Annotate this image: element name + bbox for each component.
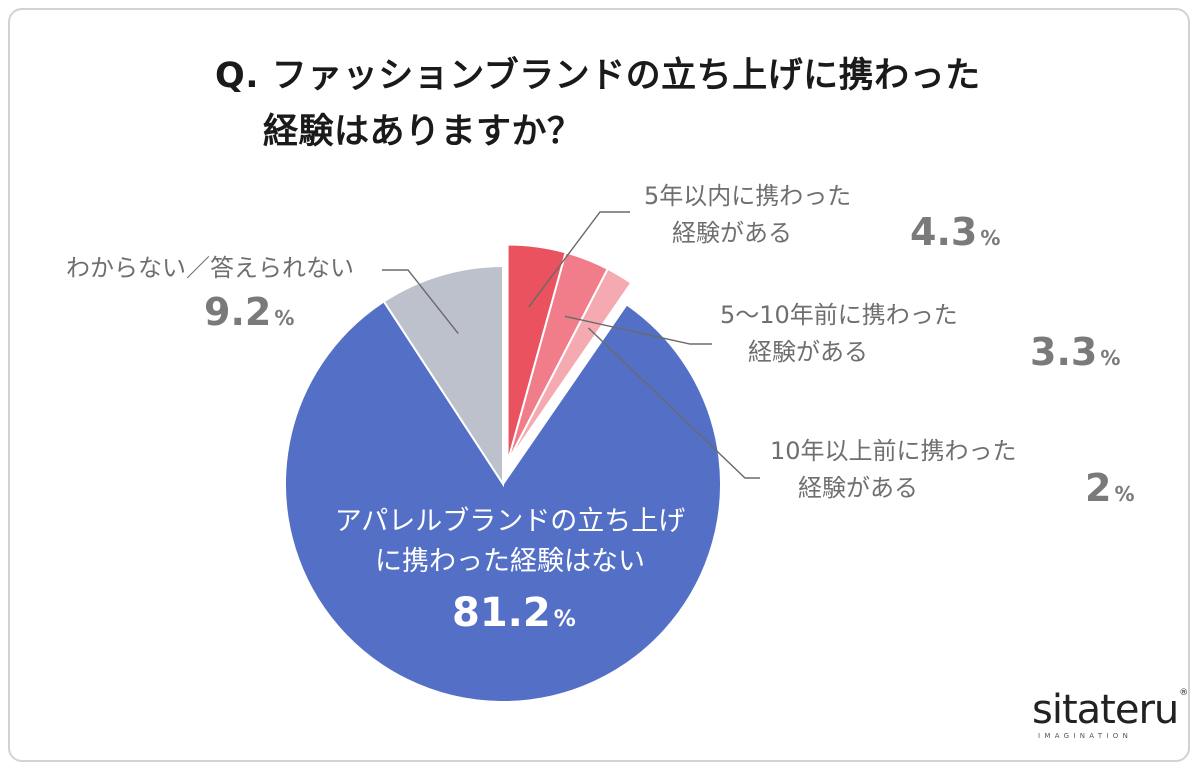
slice-value-none: 81.2% bbox=[452, 590, 576, 636]
slice-value-unknown: 9.2% bbox=[204, 290, 294, 334]
slice-unknown bbox=[382, 264, 504, 488]
logo-tagline: IMAGINATION bbox=[1038, 732, 1133, 740]
leader-line-5yr bbox=[528, 211, 630, 308]
slice-value-10plusyr-unit: % bbox=[1114, 482, 1135, 506]
sitateru-logo: sitateru IMAGINATION ® bbox=[1032, 687, 1188, 740]
leader-line-10plusyr bbox=[587, 327, 760, 479]
slice-value-5yr-number: 4.3 bbox=[910, 210, 978, 254]
slice-value-none-number: 81.2 bbox=[452, 590, 551, 636]
slice-label-10plusyr-line2: 経験がある bbox=[798, 474, 918, 502]
slice-label-none-line1: アパレルブランドの立ち上げ bbox=[334, 506, 686, 537]
leader-line-5to10yr bbox=[564, 315, 712, 345]
title-line-2: 経験はありますか？ bbox=[263, 112, 583, 152]
slice-value-10plusyr-number: 2 bbox=[1085, 466, 1112, 510]
pie-slices bbox=[284, 243, 722, 703]
slice-value-5to10yr-number: 3.3 bbox=[1030, 330, 1098, 374]
slice-value-5yr: 4.3% bbox=[910, 210, 1000, 254]
slice-label-5to10yr-line2: 経験がある bbox=[748, 338, 868, 366]
logo-word: sitateru bbox=[1032, 687, 1179, 733]
slice-label-5yr-line2: 経験がある bbox=[672, 219, 792, 247]
title-line-1: Q. ファッションブランドの立ち上げに携わった bbox=[215, 56, 981, 96]
slice-label-5to10yr-line1: 5〜10年前に携わった bbox=[720, 301, 958, 329]
slice-value-10plusyr: 2% bbox=[1085, 466, 1135, 510]
leader-lines bbox=[382, 211, 760, 479]
slice-label-none: アパレルブランドの立ち上げ に携わった経験はない bbox=[310, 502, 710, 582]
leader-line-unknown bbox=[382, 269, 459, 334]
logo-registered-mark: ® bbox=[1179, 688, 1189, 698]
slice-value-none-unit: % bbox=[553, 607, 576, 632]
slice-value-unknown-unit: % bbox=[274, 306, 295, 330]
slice-label-10plusyr: 10年以上前に携わった 経験がある bbox=[770, 433, 1017, 507]
slice-label-none-line2: に携わった経験はない bbox=[375, 546, 645, 577]
slice-value-unknown-number: 9.2 bbox=[204, 290, 272, 334]
slice-label-5to10yr: 5〜10年前に携わった 経験がある bbox=[720, 297, 958, 371]
slice-label-10plusyr-line1: 10年以上前に携わった bbox=[770, 437, 1017, 465]
slice-label-unknown: わからない／答えられない bbox=[66, 250, 354, 287]
slice-label-unknown-line1: わからない／答えられない bbox=[66, 254, 354, 282]
chart-title: Q. ファッションブランドの立ち上げに携わった 経験はありますか？ bbox=[215, 48, 981, 160]
slice-value-5to10yr: 3.3% bbox=[1030, 330, 1120, 374]
slice-value-5yr-unit: % bbox=[980, 226, 1001, 250]
slice-label-5yr: 5年以内に携わった 経験がある bbox=[644, 178, 851, 252]
slice-10plusyr bbox=[506, 267, 633, 464]
slice-none bbox=[284, 300, 722, 703]
slice-label-5yr-line1: 5年以内に携わった bbox=[644, 182, 852, 210]
slice-value-5to10yr-unit: % bbox=[1100, 346, 1121, 370]
